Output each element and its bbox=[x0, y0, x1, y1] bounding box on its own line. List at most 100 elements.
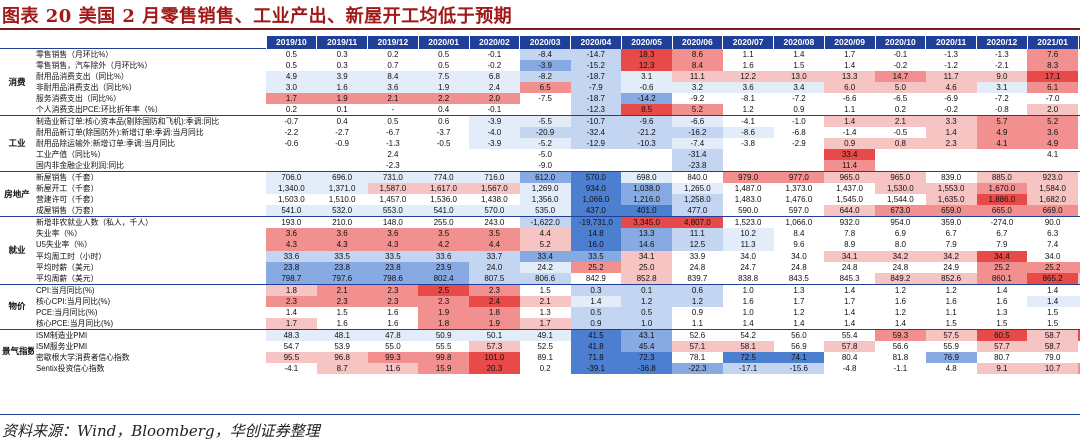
data-cell: -8.6 bbox=[722, 127, 774, 139]
indicator-label: 耐用品新订单(除国防外):新增订单:季调:当月同比 bbox=[36, 128, 204, 138]
data-cell bbox=[621, 160, 672, 172]
data-cell: 2.3 bbox=[316, 295, 368, 307]
indicator-label: 新增非农就业人数（私人，千人） bbox=[34, 216, 266, 229]
data-cell: 55.5 bbox=[435, 341, 452, 351]
data-cell: 1,503.0 bbox=[278, 195, 305, 205]
data-cell: 2.3 bbox=[469, 283, 520, 296]
data-cell: 58.7 bbox=[1027, 340, 1078, 352]
data-cell: -0.6 bbox=[284, 139, 299, 149]
table-row: 密歇根大学消费者信心指数 95.5 96.8 99.3 99.8 101.0 89.1 71.… bbox=[0, 351, 1080, 363]
data-cell: 0.9 bbox=[570, 317, 622, 330]
data-cell: 1.1 bbox=[691, 318, 703, 328]
data-cell: 0.2 bbox=[894, 105, 906, 115]
column-header: 2020/12 bbox=[976, 36, 1028, 49]
table-row: 核心PCE:当月同比(%) 1.7 1.6 1.6 1.8 1.9 1.7 0.9 1.0 1.1… bbox=[0, 317, 1080, 330]
indicator-label: 新屋销售（千套） bbox=[34, 171, 266, 184]
data-cell: 1,553.0 bbox=[925, 183, 977, 195]
indicator-label: 核心CPI:当月同比(%) bbox=[36, 296, 111, 306]
data-cell: 1.5 bbox=[793, 61, 805, 71]
data-cell: 1,373.0 bbox=[785, 184, 813, 194]
data-cell: 2.2 bbox=[418, 93, 469, 105]
data-cell: 1,886.0 bbox=[976, 194, 1028, 206]
data-cell: 55.0 bbox=[385, 341, 401, 351]
data-cell: -3.9 bbox=[519, 60, 571, 72]
data-cell: 5.2 bbox=[672, 104, 723, 116]
data-cell: -12.9 bbox=[570, 138, 622, 150]
data-cell: - bbox=[391, 105, 395, 115]
data-cell: 1,544.0 bbox=[887, 195, 914, 205]
column-header: 2020/01 bbox=[418, 36, 470, 49]
data-cell: 1,038.0 bbox=[621, 183, 672, 195]
data-cell: 0.5 bbox=[266, 48, 317, 60]
data-cell: 57.8 bbox=[824, 340, 875, 352]
data-cell bbox=[977, 160, 1028, 172]
data-cell: -19,731.0 bbox=[570, 216, 622, 229]
data-cell: 852.6 bbox=[925, 272, 977, 285]
data-cell: 0.9 bbox=[824, 138, 875, 150]
data-cell: -4.1 bbox=[722, 115, 774, 128]
data-cell: -9.6 bbox=[621, 115, 672, 128]
category-label: 房地产 bbox=[0, 171, 34, 217]
data-cell: 25.0 bbox=[621, 261, 672, 273]
data-cell: 0.9 bbox=[793, 105, 805, 115]
data-cell: 731.0 bbox=[367, 171, 419, 184]
data-cell: 49.1 bbox=[519, 328, 571, 341]
data-cell: -6.6 bbox=[842, 94, 857, 104]
data-cell: -4.1 bbox=[284, 363, 299, 373]
data-cell: 1,567.0 bbox=[469, 183, 520, 195]
data-cell: 1.6 bbox=[316, 82, 368, 94]
data-cell: 12.5 bbox=[672, 239, 723, 251]
data-cell: 1.6 bbox=[742, 61, 754, 71]
data-cell: 25.2 bbox=[1078, 261, 1080, 273]
indicator-label: 耐用品消费支出（同比%） bbox=[36, 72, 129, 82]
data-cell: 1.4 bbox=[844, 61, 856, 71]
data-cell: 1.0 bbox=[742, 307, 754, 317]
data-cell: 59.3 bbox=[875, 328, 926, 341]
data-cell: 2.1 bbox=[519, 295, 571, 307]
data-cell: 57.5 bbox=[925, 328, 977, 341]
data-cell: 3.5 bbox=[469, 228, 520, 240]
data-cell: 437.0 bbox=[570, 205, 622, 217]
data-cell: 8.0 bbox=[894, 240, 906, 250]
data-cell: 33.4 bbox=[824, 149, 875, 161]
data-cell: -31.4 bbox=[672, 149, 723, 161]
data-cell: 57.7 bbox=[976, 340, 1028, 352]
data-cell: 1.6 bbox=[742, 296, 754, 306]
data-cell: 1.4 bbox=[824, 283, 875, 296]
data-cell: 34.4 bbox=[976, 250, 1028, 262]
data-cell: 57.1 bbox=[672, 340, 723, 352]
data-cell: 644.0 bbox=[824, 205, 875, 217]
indicator-label: 平均时薪（美元） bbox=[36, 262, 99, 272]
data-cell bbox=[977, 149, 1028, 160]
data-cell: 8.4 bbox=[793, 229, 805, 239]
table-row: 耐用品新订单(除国防外):新增订单:季调:当月同比 -2.2 -2.7 -6.7 -3.… bbox=[0, 127, 1080, 139]
indicator-label: U5失业率（%） bbox=[36, 240, 92, 250]
indicator-label: 平均周薪（美元） bbox=[36, 273, 99, 283]
data-cell: 12.3 bbox=[621, 60, 672, 72]
data-cell: 1.7 bbox=[266, 317, 317, 330]
data-cell: 24.8 bbox=[892, 262, 909, 272]
data-cell: 0.3 bbox=[336, 61, 348, 71]
data-cell: 4.4 bbox=[519, 228, 571, 240]
data-cell: 10.7 bbox=[1027, 362, 1078, 374]
data-cell: 665.0 bbox=[976, 205, 1028, 217]
data-cell: 99.3 bbox=[367, 351, 419, 363]
data-cell: 243.0 bbox=[469, 216, 520, 229]
data-cell: -7.2 bbox=[994, 94, 1009, 104]
data-cell: 1.2 bbox=[742, 105, 754, 115]
data-cell: -15.6 bbox=[773, 362, 825, 374]
data-cell: 54.7 bbox=[283, 341, 300, 351]
data-cell: 0.4 bbox=[316, 115, 368, 128]
data-cell: 2.1 bbox=[316, 283, 368, 296]
column-header: 2019/11 bbox=[316, 36, 368, 49]
data-cell: 90.0 bbox=[1027, 216, 1078, 229]
data-cell: -6.9 bbox=[944, 94, 959, 104]
data-cell: -14.2 bbox=[621, 93, 672, 105]
data-cell: 1.5 bbox=[945, 318, 957, 328]
data-cell: 0.5 bbox=[438, 61, 450, 71]
data-cell: 34.0 bbox=[791, 251, 807, 261]
data-cell: -18.7 bbox=[570, 71, 622, 83]
data-cell: 23.9 bbox=[418, 261, 469, 273]
data-cell: 8.7 bbox=[316, 362, 368, 374]
data-cell: 1,617.0 bbox=[418, 183, 469, 195]
